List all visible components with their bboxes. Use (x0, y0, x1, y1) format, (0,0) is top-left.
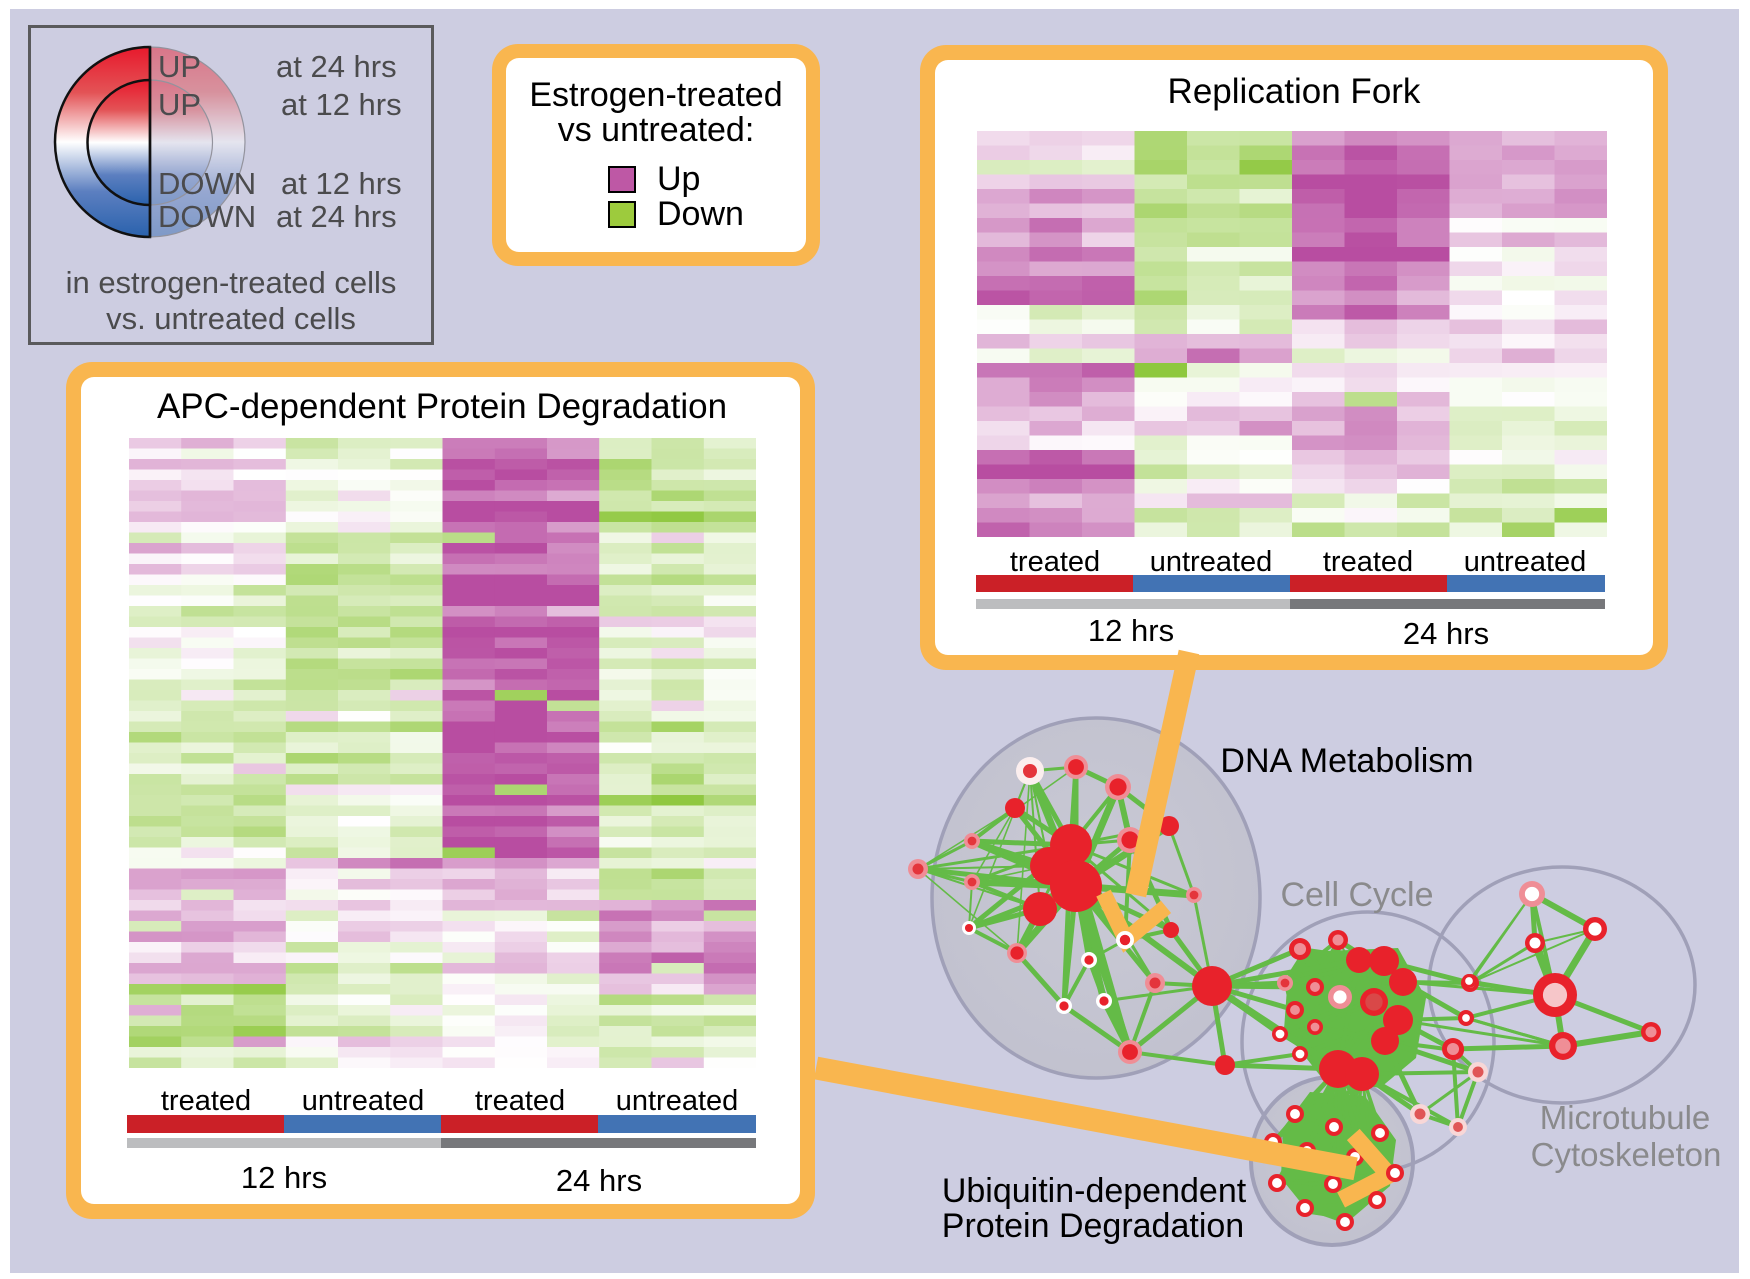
svg-text:Microtubule: Microtubule (1540, 1099, 1711, 1136)
svg-text:Cell Cycle: Cell Cycle (1280, 876, 1433, 914)
svg-text:DNA Metabolism: DNA Metabolism (1220, 742, 1473, 780)
svg-text:Cytoskeleton: Cytoskeleton (1531, 1136, 1722, 1173)
svg-text:Protein Degradation: Protein Degradation (942, 1207, 1244, 1245)
svg-text:Ubiquitin-dependent: Ubiquitin-dependent (942, 1172, 1247, 1210)
